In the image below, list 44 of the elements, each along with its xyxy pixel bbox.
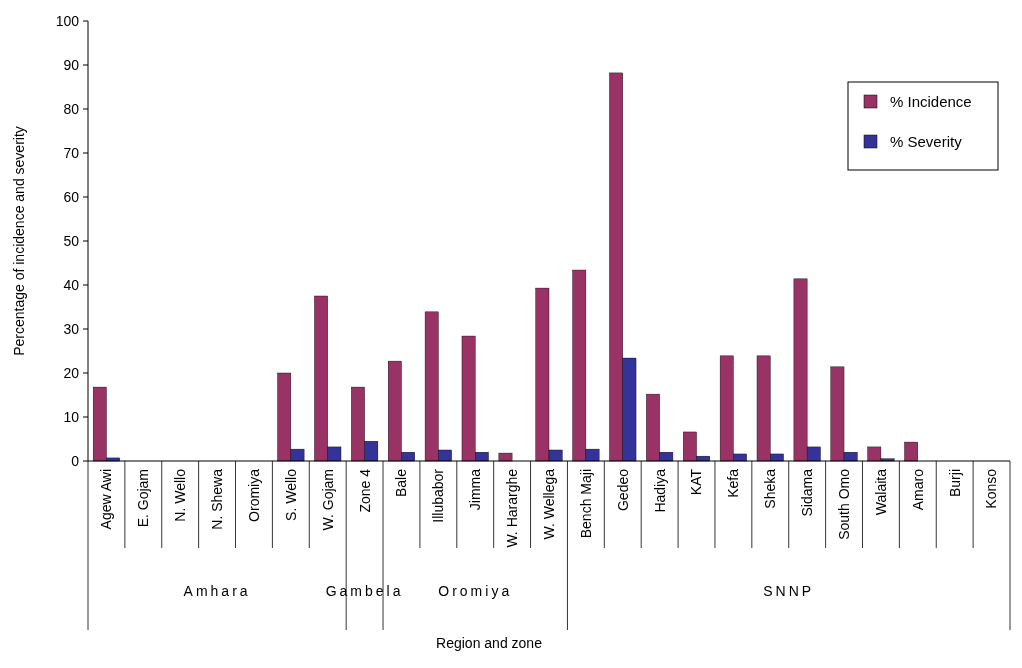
x-tick-label: Kefa: [725, 468, 742, 498]
y-tick-label: 20: [63, 364, 80, 381]
y-tick-label: 30: [63, 320, 80, 337]
x-tick-label: Bench Maji: [577, 469, 594, 539]
text: SNNP: [763, 583, 815, 599]
x-tick-label: Bale: [393, 468, 410, 498]
y-tick-label: 0: [71, 452, 80, 469]
y-tick-label: 100: [55, 12, 80, 29]
x-tick-label: KAT: [688, 468, 705, 496]
x-tick-label: Oromiya: [245, 468, 262, 522]
x-tick-label: W. Gojam: [319, 469, 336, 531]
legend-label: % Severity: [890, 133, 963, 151]
x-tick-label: Jimma: [467, 468, 484, 511]
x-tick-label: Illubabor: [430, 468, 447, 523]
text: Oromiya: [438, 583, 513, 599]
x-tick-label: S. Wello: [282, 468, 299, 521]
x-tick-label: Walaita: [872, 468, 889, 516]
y-tick-label: 90: [63, 56, 80, 73]
text: Amhara: [183, 583, 251, 599]
text: Region and zone: [436, 635, 543, 651]
x-tick-label: W. Wellega: [540, 468, 557, 540]
y-tick-label: 60: [63, 188, 80, 205]
y-tick-label: 50: [63, 232, 80, 249]
x-tick-label: Burji: [946, 469, 963, 498]
x-tick-label: Gedeo: [614, 468, 631, 512]
y-tick-label: 40: [63, 276, 80, 293]
y-axis-title: Percentage of incidence and severity: [11, 126, 27, 356]
x-tick-label: Konso: [983, 468, 1000, 509]
y-tick-label: 80: [63, 100, 80, 117]
y-tick-label: 10: [63, 408, 80, 425]
text: Gambela: [325, 583, 404, 599]
x-tick-label: E. Gojam: [135, 469, 152, 528]
x-tick-label: N. Wello: [172, 468, 189, 522]
x-tick-label: Sheka: [762, 468, 779, 509]
x-tick-label: Hadiya: [651, 468, 668, 513]
x-tick-label: Sidama: [799, 468, 816, 517]
x-tick-label: Agew Awi: [98, 469, 115, 530]
x-tick-label: South Omo: [835, 468, 852, 540]
x-tick-label: W. Hararghe: [504, 468, 521, 548]
legend-label: % Incidence: [890, 93, 972, 111]
x-tick-label: Zone 4: [356, 468, 373, 513]
x-tick-label: N. Shewa: [208, 468, 225, 530]
x-tick-label: Amaro: [909, 468, 926, 511]
y-tick-label: 70: [63, 144, 80, 161]
